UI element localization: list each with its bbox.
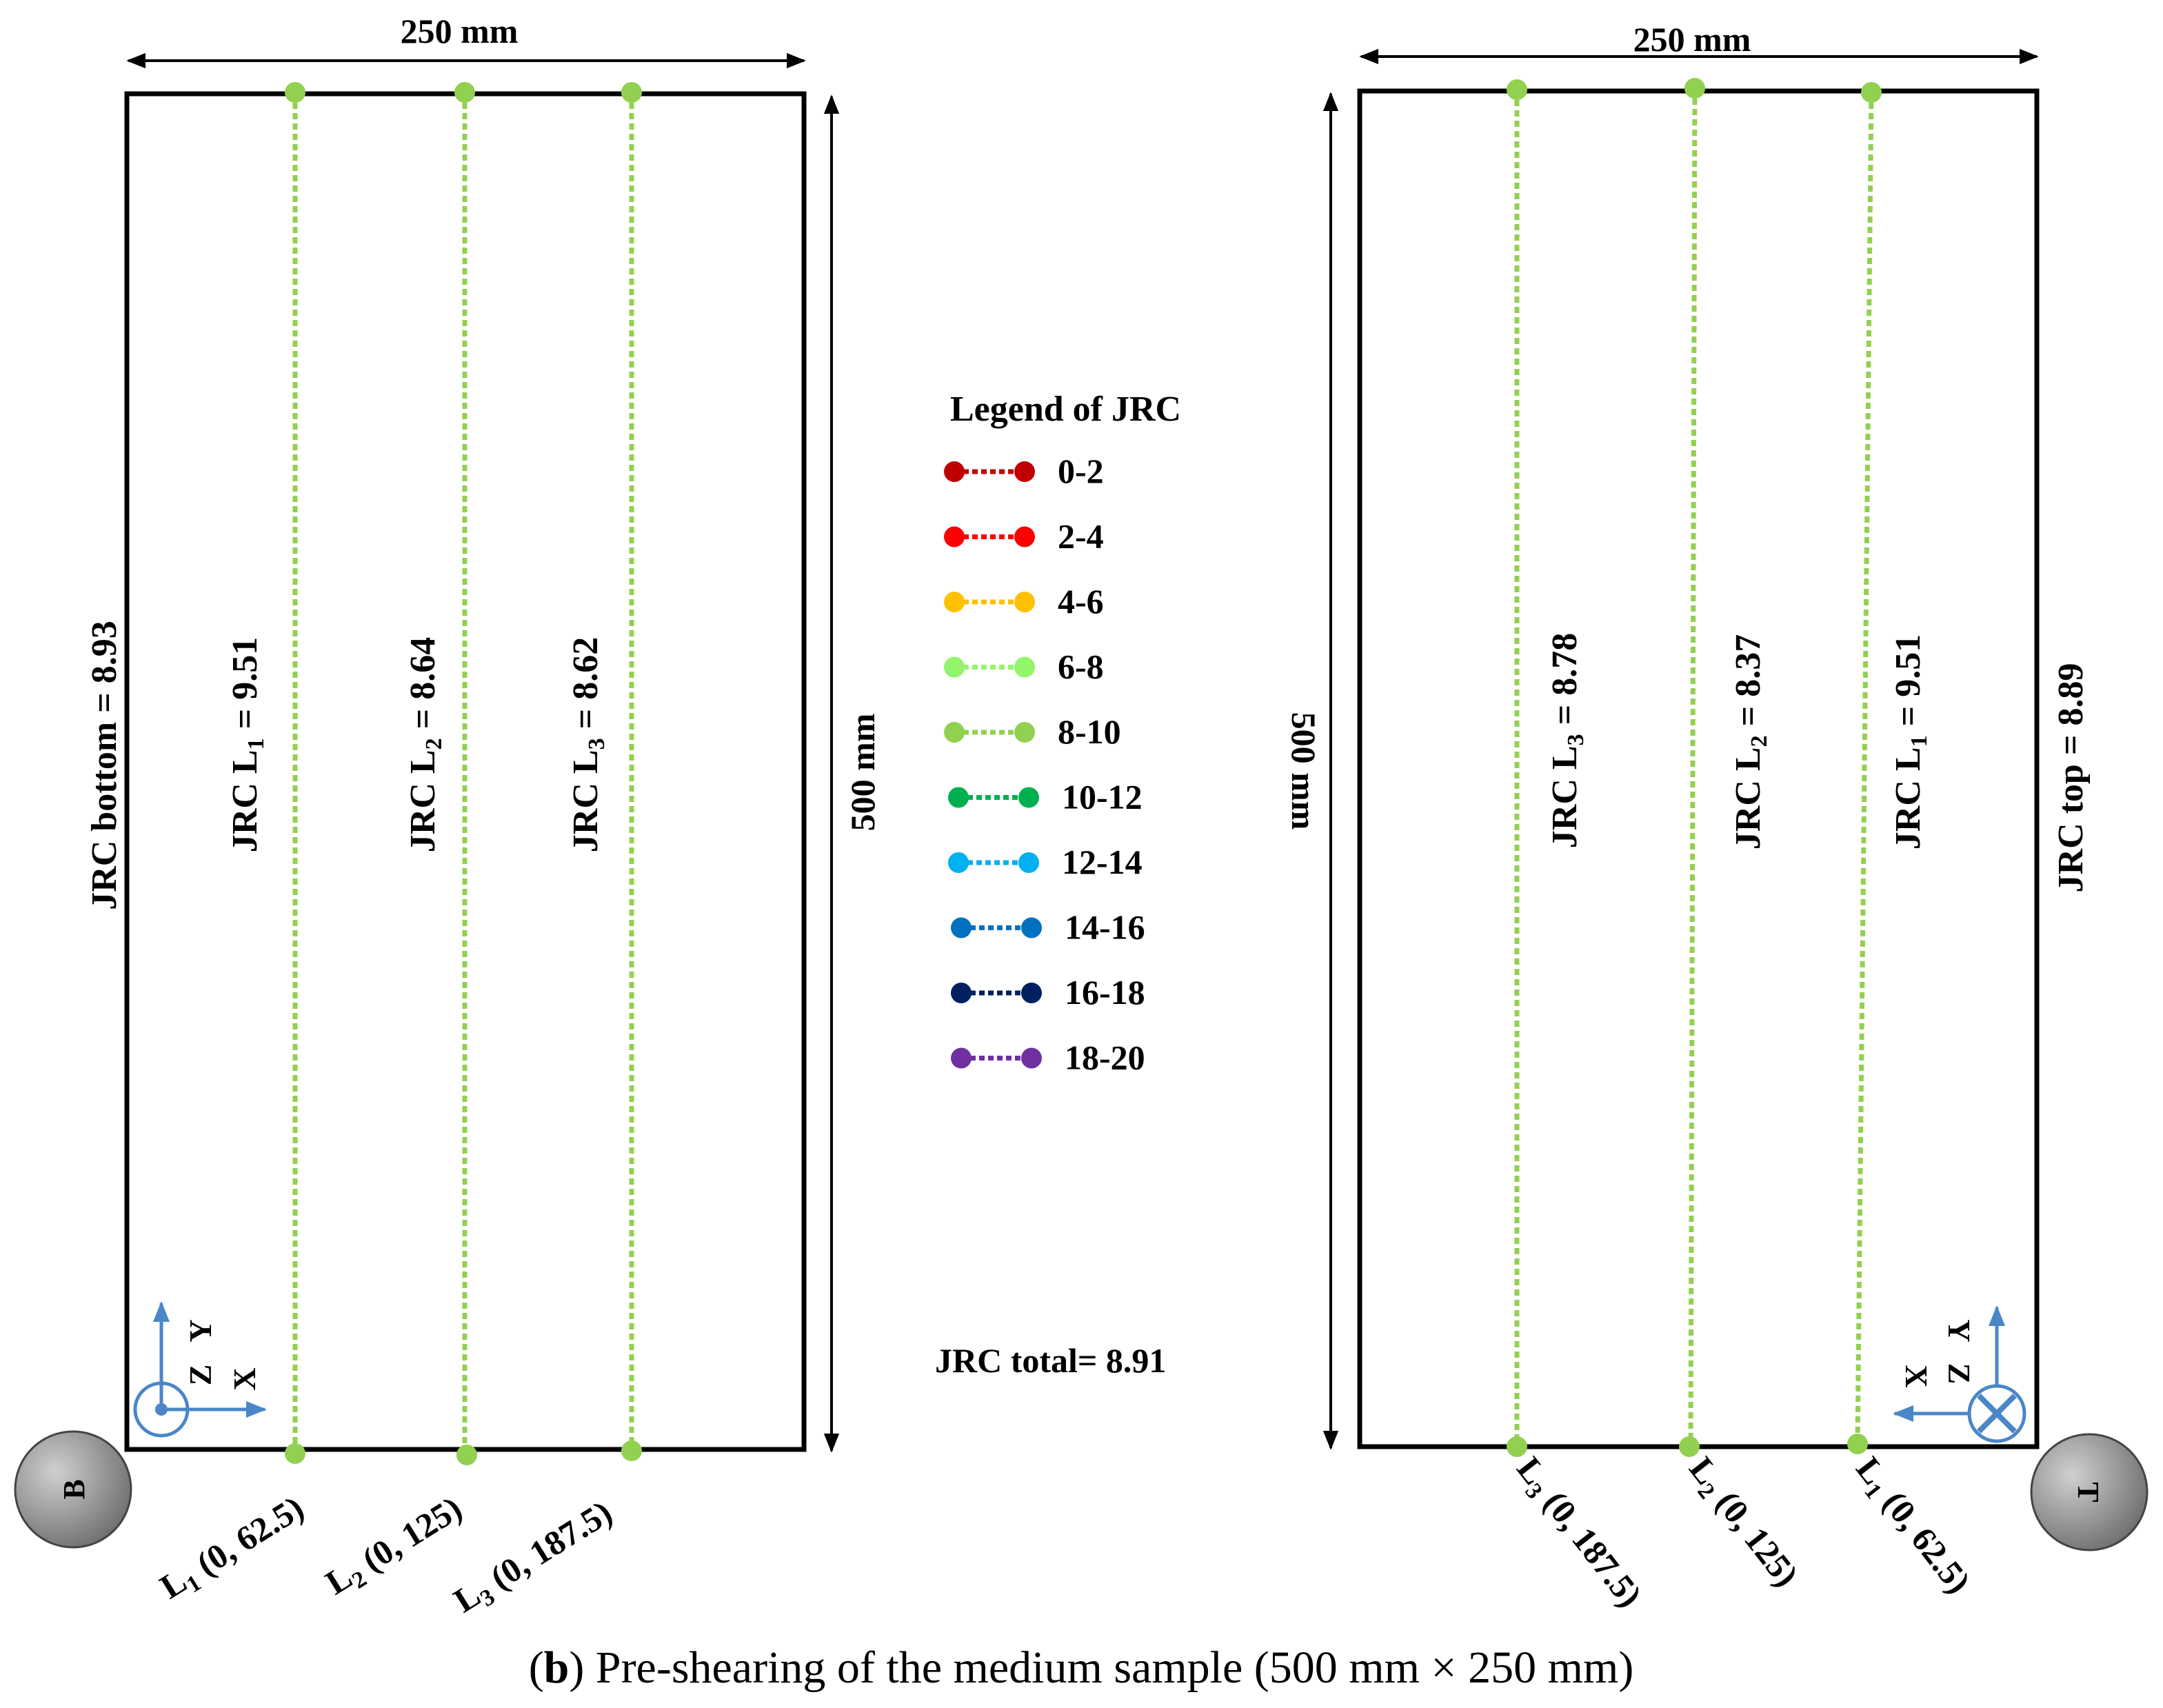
legend-range-label: 18-20 <box>1065 1038 1145 1077</box>
legend-swatch-dot <box>1014 656 1035 678</box>
height-dimension-label: 500 mm <box>1285 712 1323 830</box>
x-axis-label: X <box>1899 1365 1934 1387</box>
jrc-legend: Legend of JRC 0-2 2-4 4-6 6-8 8-10 10-12 12-14… <box>944 390 1181 1077</box>
bottom-panel: 250 mm 500 mm JRC bottom = 8.93 JRC L1 =… <box>14 12 882 1625</box>
legend-item: 16-18 <box>951 973 1145 1012</box>
profile-end-dot <box>456 1445 477 1465</box>
legend-item: 12-14 <box>948 843 1143 881</box>
coord-l1-label: L1 (0, 62.5) <box>153 1488 313 1610</box>
legend-swatch-dot <box>1018 852 1039 873</box>
jrc-total-label: JRC total= 8.91 <box>935 1341 1166 1380</box>
profile-line-l3 <box>621 82 642 1461</box>
legend-swatch-dot <box>948 787 969 808</box>
legend-item: 2-4 <box>944 517 1104 556</box>
legend-item: 18-20 <box>951 1038 1145 1077</box>
legend-swatch-dot <box>944 656 965 678</box>
jrc-top-label: JRC top = 8.89 <box>2051 663 2091 893</box>
z-axis-label: Z <box>1942 1363 1977 1385</box>
jrc-l3-label: JRC L3 = 8.62 <box>566 637 610 852</box>
legend-swatch-dot <box>1021 1047 1042 1069</box>
coord-l3-label: L3 (0, 187.5) <box>1506 1449 1650 1617</box>
legend-swatch-dot <box>1014 526 1035 547</box>
top-marker-circle <box>2030 1433 2149 1551</box>
profile-start-dot <box>285 82 305 103</box>
sample-outline <box>1357 88 2040 1449</box>
legend-title: Legend of JRC <box>950 390 1181 429</box>
legend-swatch-dot <box>1021 983 1042 1003</box>
legend-swatch-dot <box>1018 787 1039 808</box>
legend-swatch-dot <box>1014 461 1035 482</box>
legend-swatch-dot <box>944 592 965 612</box>
profile-start-dot <box>621 82 642 103</box>
bottom-marker-circle <box>14 1430 132 1549</box>
y-axis-label: Y <box>183 1319 218 1342</box>
profile-line-l2 <box>1679 78 1705 1457</box>
profile-line-l2 <box>454 82 477 1465</box>
profile-end-dot <box>1507 1436 1527 1457</box>
profile-end-dot <box>285 1443 305 1464</box>
legend-range-label: 4-6 <box>1058 582 1104 621</box>
coord-l1-label: L1 (0, 62.5) <box>1845 1449 1979 1603</box>
legend-swatch-dot <box>1014 592 1035 612</box>
legend-swatch-dot <box>944 722 965 743</box>
legend-swatch-dot <box>948 852 969 873</box>
profile-end-dot <box>1679 1436 1700 1457</box>
legend-range-label: 2-4 <box>1058 517 1104 556</box>
legend-range-label: 16-18 <box>1065 973 1145 1012</box>
legend-item: 10-12 <box>948 778 1143 816</box>
legend-range-label: 6-8 <box>1058 647 1104 686</box>
jrc-l1-label: JRC L1 = 9.51 <box>225 637 269 852</box>
coord-l2-label: L2 (0, 125) <box>1678 1449 1807 1596</box>
profile-line-l3 <box>1507 79 1527 1457</box>
legend-range-label: 8-10 <box>1058 712 1121 751</box>
profile-start-dot <box>1684 78 1705 99</box>
z-cross-stroke <box>1977 1394 2017 1434</box>
legend-item: 14-16 <box>951 908 1145 947</box>
legend-item: 4-6 <box>944 582 1104 621</box>
z-axis-label: Z <box>183 1365 218 1386</box>
bottom-marker-letter: B <box>57 1479 91 1499</box>
legend-swatch-dot <box>1014 722 1035 743</box>
top-axes-glyph: Y Z X <box>1893 1305 2026 1443</box>
legend-range-label: 14-16 <box>1065 908 1145 947</box>
legend-item: 6-8 <box>944 647 1104 686</box>
jrc-l3-label: JRC L3 = 8.78 <box>1545 633 1589 848</box>
legend-swatch-dot <box>1021 917 1042 938</box>
legend-swatch-dot <box>944 526 965 547</box>
profile-end-dot <box>621 1440 642 1461</box>
width-dimension-label: 250 mm <box>1633 20 1751 59</box>
figure-caption: (b) Pre-shearing of the medium sample (5… <box>529 1642 1634 1693</box>
profile-end-dot <box>1847 1434 1868 1454</box>
jrc-l2-label: JRC L2 = 8.37 <box>1729 634 1772 850</box>
coord-l3-label: L3 (0, 187.5) <box>447 1493 621 1625</box>
legend-swatch-dot <box>951 917 972 938</box>
profile-start-dot <box>1861 82 1882 103</box>
jrc-bottom-label: JRC bottom = 8.93 <box>85 621 124 910</box>
legend-range-label: 0-2 <box>1058 452 1104 490</box>
top-marker-letter: T <box>2071 1482 2105 1502</box>
profile-line-l1 <box>1847 82 1882 1454</box>
jrc-l2-label: JRC L2 = 8.64 <box>403 637 447 852</box>
profile-start-dot <box>1507 79 1527 100</box>
legend-item: 0-2 <box>944 452 1104 490</box>
profile-line <box>1688 88 1698 1447</box>
width-dimension-label: 250 mm <box>401 12 519 50</box>
height-dimension-label: 500 mm <box>843 714 882 832</box>
legend-items: 0-2 2-4 4-6 6-8 8-10 10-12 12-14 14-16 16-18 18-2… <box>944 452 1145 1077</box>
profile-start-dot <box>454 82 475 103</box>
y-axis-label: Y <box>1942 1319 1977 1342</box>
legend-swatch-dot <box>951 983 972 1003</box>
jrc-l1-label: JRC L1 = 9.51 <box>1889 634 1932 850</box>
legend-range-label: 12-14 <box>1062 843 1143 881</box>
legend-swatch-dot <box>951 1047 972 1069</box>
profile-line-l1 <box>285 82 305 1464</box>
x-axis-label: X <box>227 1367 262 1390</box>
legend-range-label: 10-12 <box>1062 778 1143 816</box>
bottom-axes-glyph: Y Z X <box>133 1301 267 1438</box>
profile-line <box>1855 92 1874 1445</box>
top-panel: 250 mm 500 mm JRC top = 8.89 JRC L3 = 8.… <box>1285 20 2149 1617</box>
legend-swatch-dot <box>944 461 965 482</box>
legend-item: 8-10 <box>944 712 1121 751</box>
